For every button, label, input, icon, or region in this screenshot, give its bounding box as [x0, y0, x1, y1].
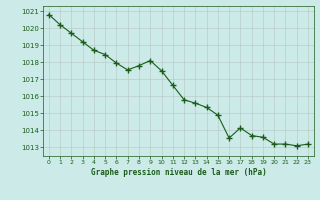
X-axis label: Graphe pression niveau de la mer (hPa): Graphe pression niveau de la mer (hPa) — [91, 168, 266, 177]
